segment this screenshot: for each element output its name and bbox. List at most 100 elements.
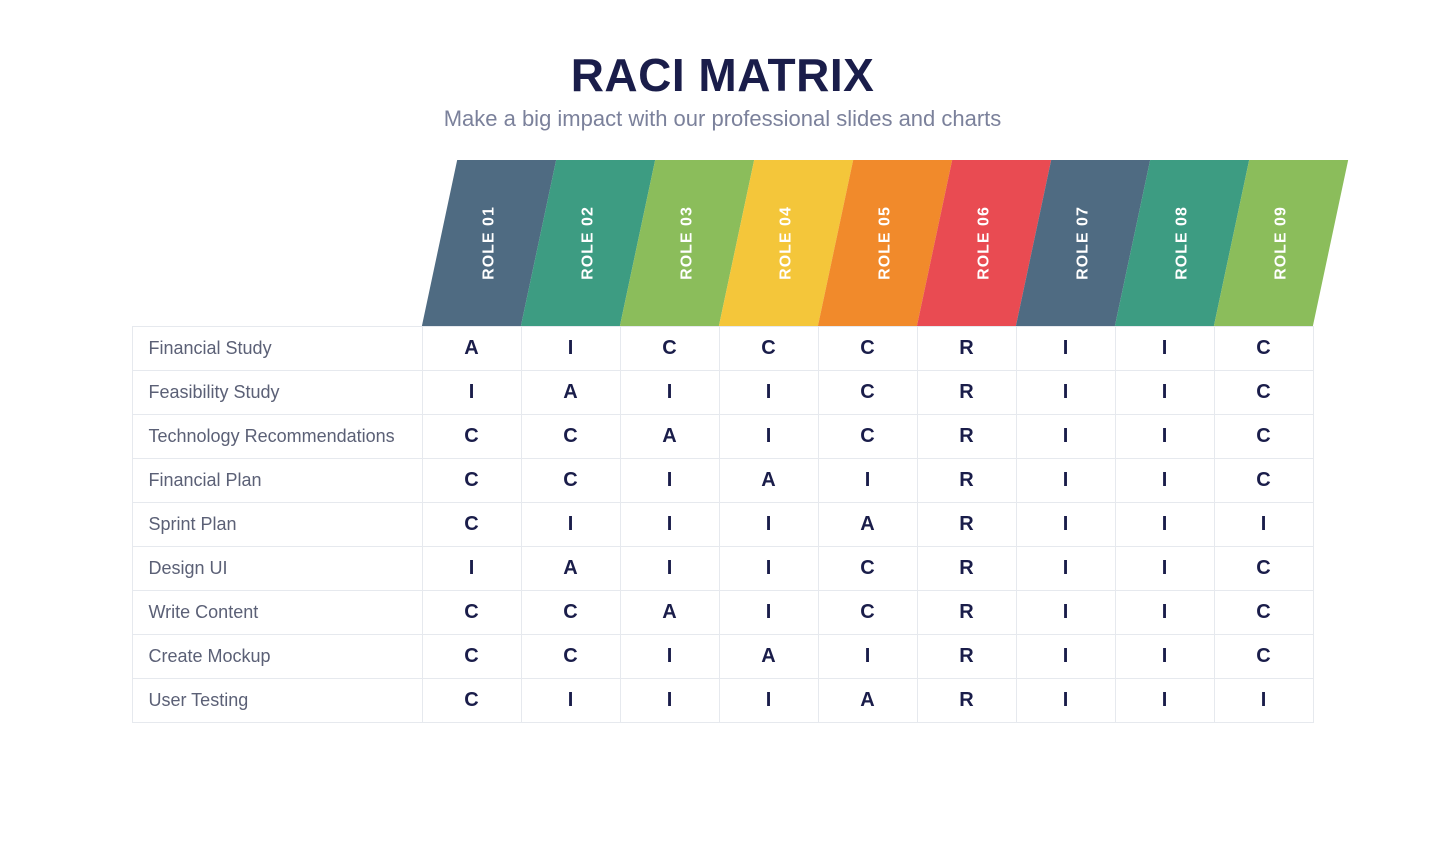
raci-cell: C (521, 414, 620, 458)
raci-cell: C (1214, 634, 1313, 678)
raci-cell: I (422, 370, 521, 414)
task-label: User Testing (132, 678, 422, 722)
raci-cell: I (620, 502, 719, 546)
raci-cell: R (917, 678, 1016, 722)
raci-cell: A (818, 678, 917, 722)
raci-cell: I (620, 458, 719, 502)
page-subtitle: Make a big impact with our professional … (0, 106, 1445, 132)
raci-cell: I (1016, 634, 1115, 678)
role-header-label: ROLE 01 (480, 206, 498, 280)
raci-cell: C (422, 590, 521, 634)
raci-cell: C (719, 326, 818, 370)
table-row: Feasibility StudyIAIICRIIC (132, 370, 1313, 414)
raci-cell: C (422, 414, 521, 458)
raci-cell: R (917, 590, 1016, 634)
raci-cell: C (818, 414, 917, 458)
table-row: Financial PlanCCIAIRIIC (132, 458, 1313, 502)
raci-cell: I (521, 502, 620, 546)
task-label: Design UI (132, 546, 422, 590)
table-row: Design UIIAIICRIIC (132, 546, 1313, 590)
raci-cell: I (1016, 326, 1115, 370)
raci-cell: A (521, 546, 620, 590)
raci-cell: I (422, 546, 521, 590)
raci-cell: C (818, 370, 917, 414)
role-header-3: ROLE 03 (620, 160, 719, 326)
raci-cell: I (1115, 326, 1214, 370)
role-header-label: ROLE 02 (579, 206, 597, 280)
table-row: User TestingCIIIARIII (132, 678, 1313, 722)
raci-cell: R (917, 546, 1016, 590)
task-label: Sprint Plan (132, 502, 422, 546)
raci-cell: I (1214, 502, 1313, 546)
task-label: Technology Recommendations (132, 414, 422, 458)
raci-cell: I (521, 678, 620, 722)
raci-cell: I (1016, 546, 1115, 590)
table-row: Write ContentCCAICRIIC (132, 590, 1313, 634)
raci-cell: I (1115, 502, 1214, 546)
raci-cell: I (719, 546, 818, 590)
corner-cell (132, 160, 422, 326)
task-label: Financial Plan (132, 458, 422, 502)
raci-cell: A (719, 458, 818, 502)
raci-cell: R (917, 370, 1016, 414)
table-row: Sprint PlanCIIIARIII (132, 502, 1313, 546)
role-header-label: ROLE 07 (1074, 206, 1092, 280)
raci-cell: C (422, 678, 521, 722)
raci-cell: C (1214, 370, 1313, 414)
raci-cell: I (1016, 370, 1115, 414)
role-header-1: ROLE 01 (422, 160, 521, 326)
raci-cell: I (1115, 414, 1214, 458)
raci-cell: I (818, 458, 917, 502)
role-header-9: ROLE 09 (1214, 160, 1313, 326)
raci-matrix-table: ROLE 01ROLE 02ROLE 03ROLE 04ROLE 05ROLE … (132, 160, 1314, 723)
role-header-2: ROLE 02 (521, 160, 620, 326)
raci-cell: I (1016, 502, 1115, 546)
raci-cell: C (818, 546, 917, 590)
role-header-7: ROLE 07 (1016, 160, 1115, 326)
raci-cell: C (521, 458, 620, 502)
raci-cell: I (1016, 414, 1115, 458)
table-row: Technology RecommendationsCCAICRIIC (132, 414, 1313, 458)
raci-cell: R (917, 634, 1016, 678)
raci-cell: C (1214, 414, 1313, 458)
raci-cell: C (620, 326, 719, 370)
raci-cell: C (521, 590, 620, 634)
role-header-4: ROLE 04 (719, 160, 818, 326)
role-header-label: ROLE 04 (777, 206, 795, 280)
raci-cell: C (818, 326, 917, 370)
raci-cell: A (719, 634, 818, 678)
raci-cell: C (521, 634, 620, 678)
raci-cell: I (620, 370, 719, 414)
page-title: RACI MATRIX (0, 48, 1445, 102)
role-header-label: ROLE 03 (678, 206, 696, 280)
raci-cell: I (1115, 634, 1214, 678)
role-header-8: ROLE 08 (1115, 160, 1214, 326)
raci-cell: I (1115, 546, 1214, 590)
raci-cell: C (422, 502, 521, 546)
raci-cell: I (1016, 678, 1115, 722)
role-header-label: ROLE 09 (1272, 206, 1290, 280)
raci-cell: R (917, 326, 1016, 370)
raci-cell: I (1115, 590, 1214, 634)
raci-cell: R (917, 502, 1016, 546)
raci-cell: I (719, 414, 818, 458)
raci-cell: I (818, 634, 917, 678)
role-header-6: ROLE 06 (917, 160, 1016, 326)
raci-cell: I (521, 326, 620, 370)
raci-cell: I (1115, 678, 1214, 722)
raci-cell: I (1115, 370, 1214, 414)
task-label: Feasibility Study (132, 370, 422, 414)
raci-cell: C (422, 634, 521, 678)
raci-cell: A (620, 590, 719, 634)
raci-cell: I (1115, 458, 1214, 502)
raci-cell: C (1214, 590, 1313, 634)
raci-cell: I (719, 502, 818, 546)
raci-cell: I (719, 370, 818, 414)
role-header-label: ROLE 06 (975, 206, 993, 280)
raci-cell: I (719, 678, 818, 722)
raci-cell: I (719, 590, 818, 634)
table-row: Create MockupCCIAIRIIC (132, 634, 1313, 678)
task-label: Financial Study (132, 326, 422, 370)
raci-cell: I (1016, 590, 1115, 634)
raci-cell: C (422, 458, 521, 502)
